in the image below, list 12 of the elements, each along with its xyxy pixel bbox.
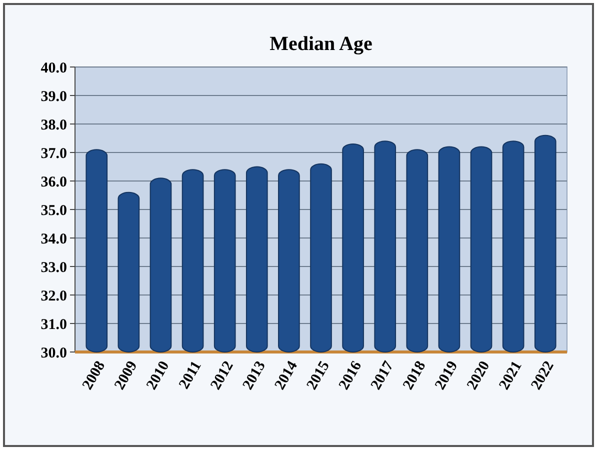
- y-tick-label: 40.0: [40, 60, 67, 76]
- y-tick-label: 31.0: [40, 316, 67, 333]
- y-tick-label: 30.0: [40, 345, 67, 362]
- y-tick-label: 32.0: [40, 288, 67, 304]
- y-tick-label: 39.0: [40, 88, 67, 105]
- y-tick-label: 38.0: [40, 117, 67, 134]
- y-tick-label: 36.0: [40, 174, 67, 190]
- y-tick-label: 35.0: [40, 202, 67, 219]
- y-tick-label: 37.0: [40, 146, 67, 162]
- y-tick-label: 33.0: [40, 260, 67, 276]
- y-tick-label: 34.0: [40, 231, 67, 248]
- chart-title: Median Age: [270, 33, 373, 55]
